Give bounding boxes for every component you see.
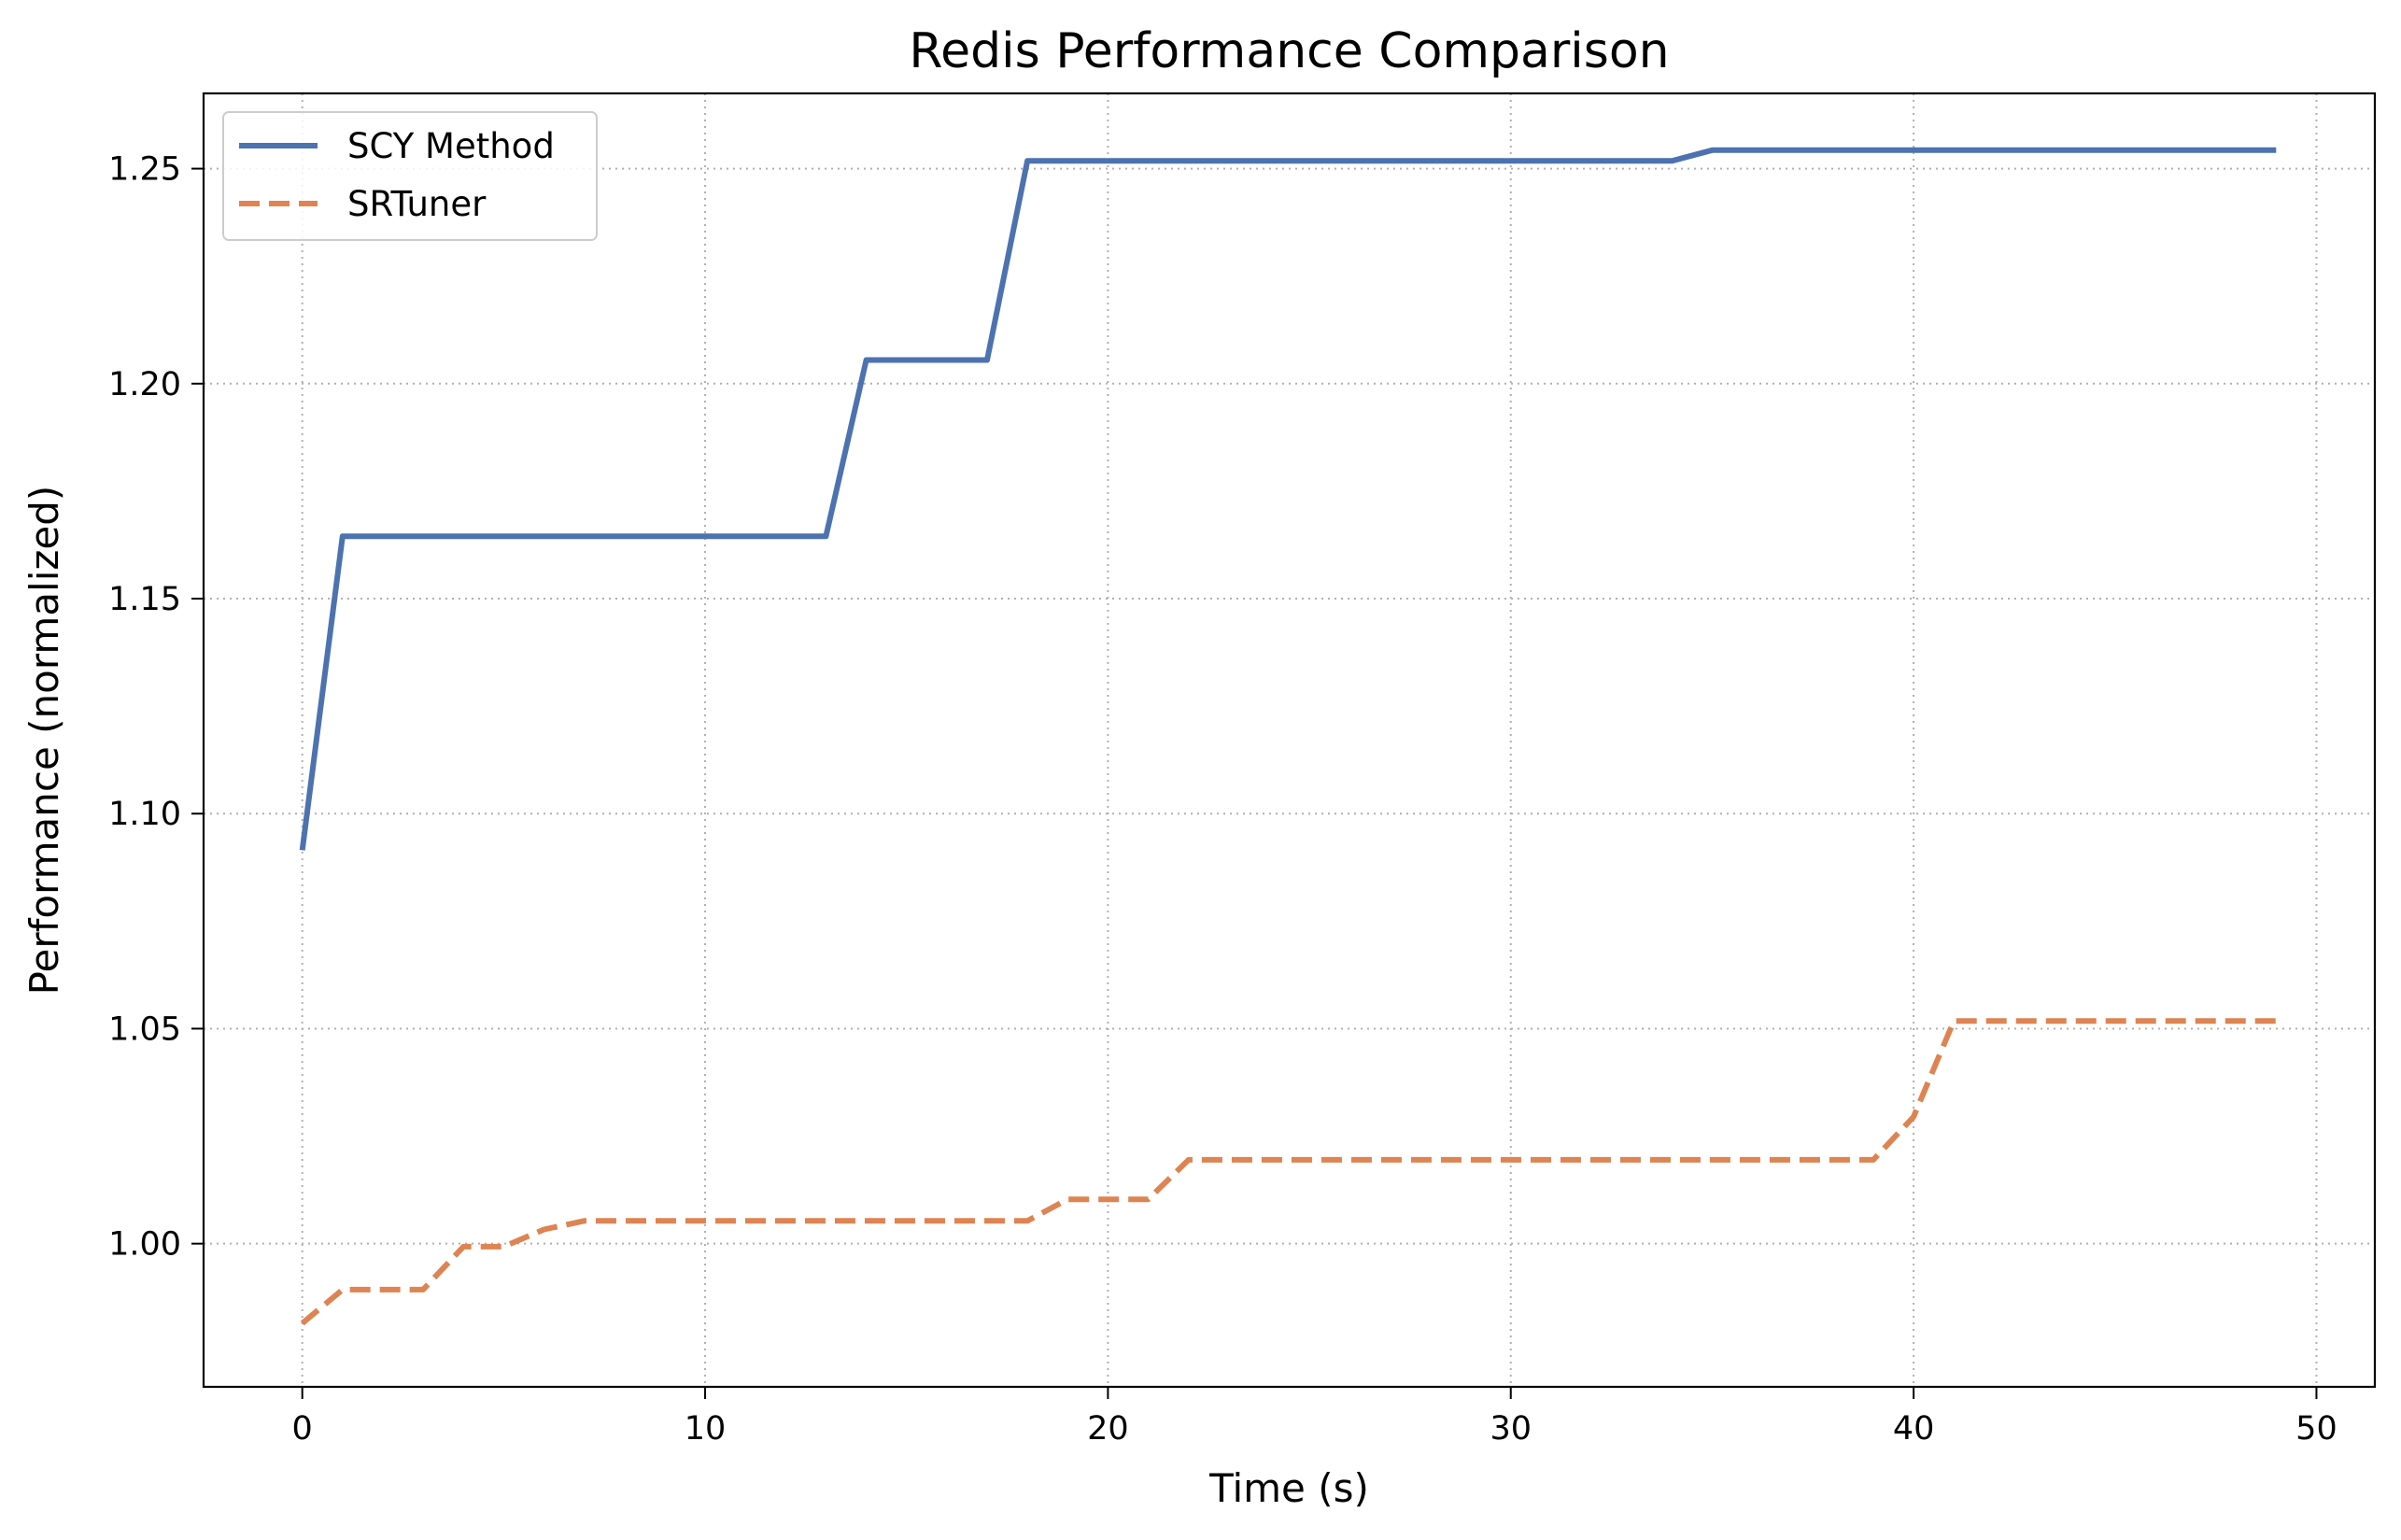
series-line-srtuner — [300, 1018, 2277, 1326]
axis-ticks: 0 10 20 30 40 50 1.00 1.05 1.10 1.15 1.20 1.25 — [108, 151, 2337, 1448]
chart-title: Redis Performance Comparison — [909, 23, 1669, 79]
x-axis-label: Time (s) — [1208, 1465, 1369, 1511]
x-tick-label: 10 — [685, 1410, 727, 1448]
legend-label: SCY Method — [347, 126, 555, 166]
y-tick-label: 1.20 — [108, 366, 181, 403]
x-tick-label: 30 — [1490, 1410, 1532, 1448]
x-tick-label: 50 — [2295, 1410, 2337, 1448]
y-axis-label: Performance (normalized) — [21, 486, 67, 996]
x-tick-label: 0 — [292, 1410, 313, 1448]
series-line-scy-method — [299, 147, 2277, 851]
y-tick-label: 1.00 — [108, 1226, 181, 1264]
legend: SCY Method SRTuner — [222, 111, 598, 241]
legend-label: SRTuner — [347, 184, 487, 224]
series-lines — [299, 147, 2277, 1326]
y-tick-label: 1.10 — [108, 796, 181, 833]
y-tick-label: 1.25 — [108, 151, 181, 189]
plot-frame — [202, 92, 2377, 1389]
y-tick-label: 1.05 — [108, 1010, 181, 1048]
grid — [204, 93, 2375, 1387]
x-tick-label: 40 — [1893, 1410, 1935, 1448]
y-tick-label: 1.15 — [108, 581, 181, 618]
x-tick-label: 20 — [1087, 1410, 1129, 1448]
